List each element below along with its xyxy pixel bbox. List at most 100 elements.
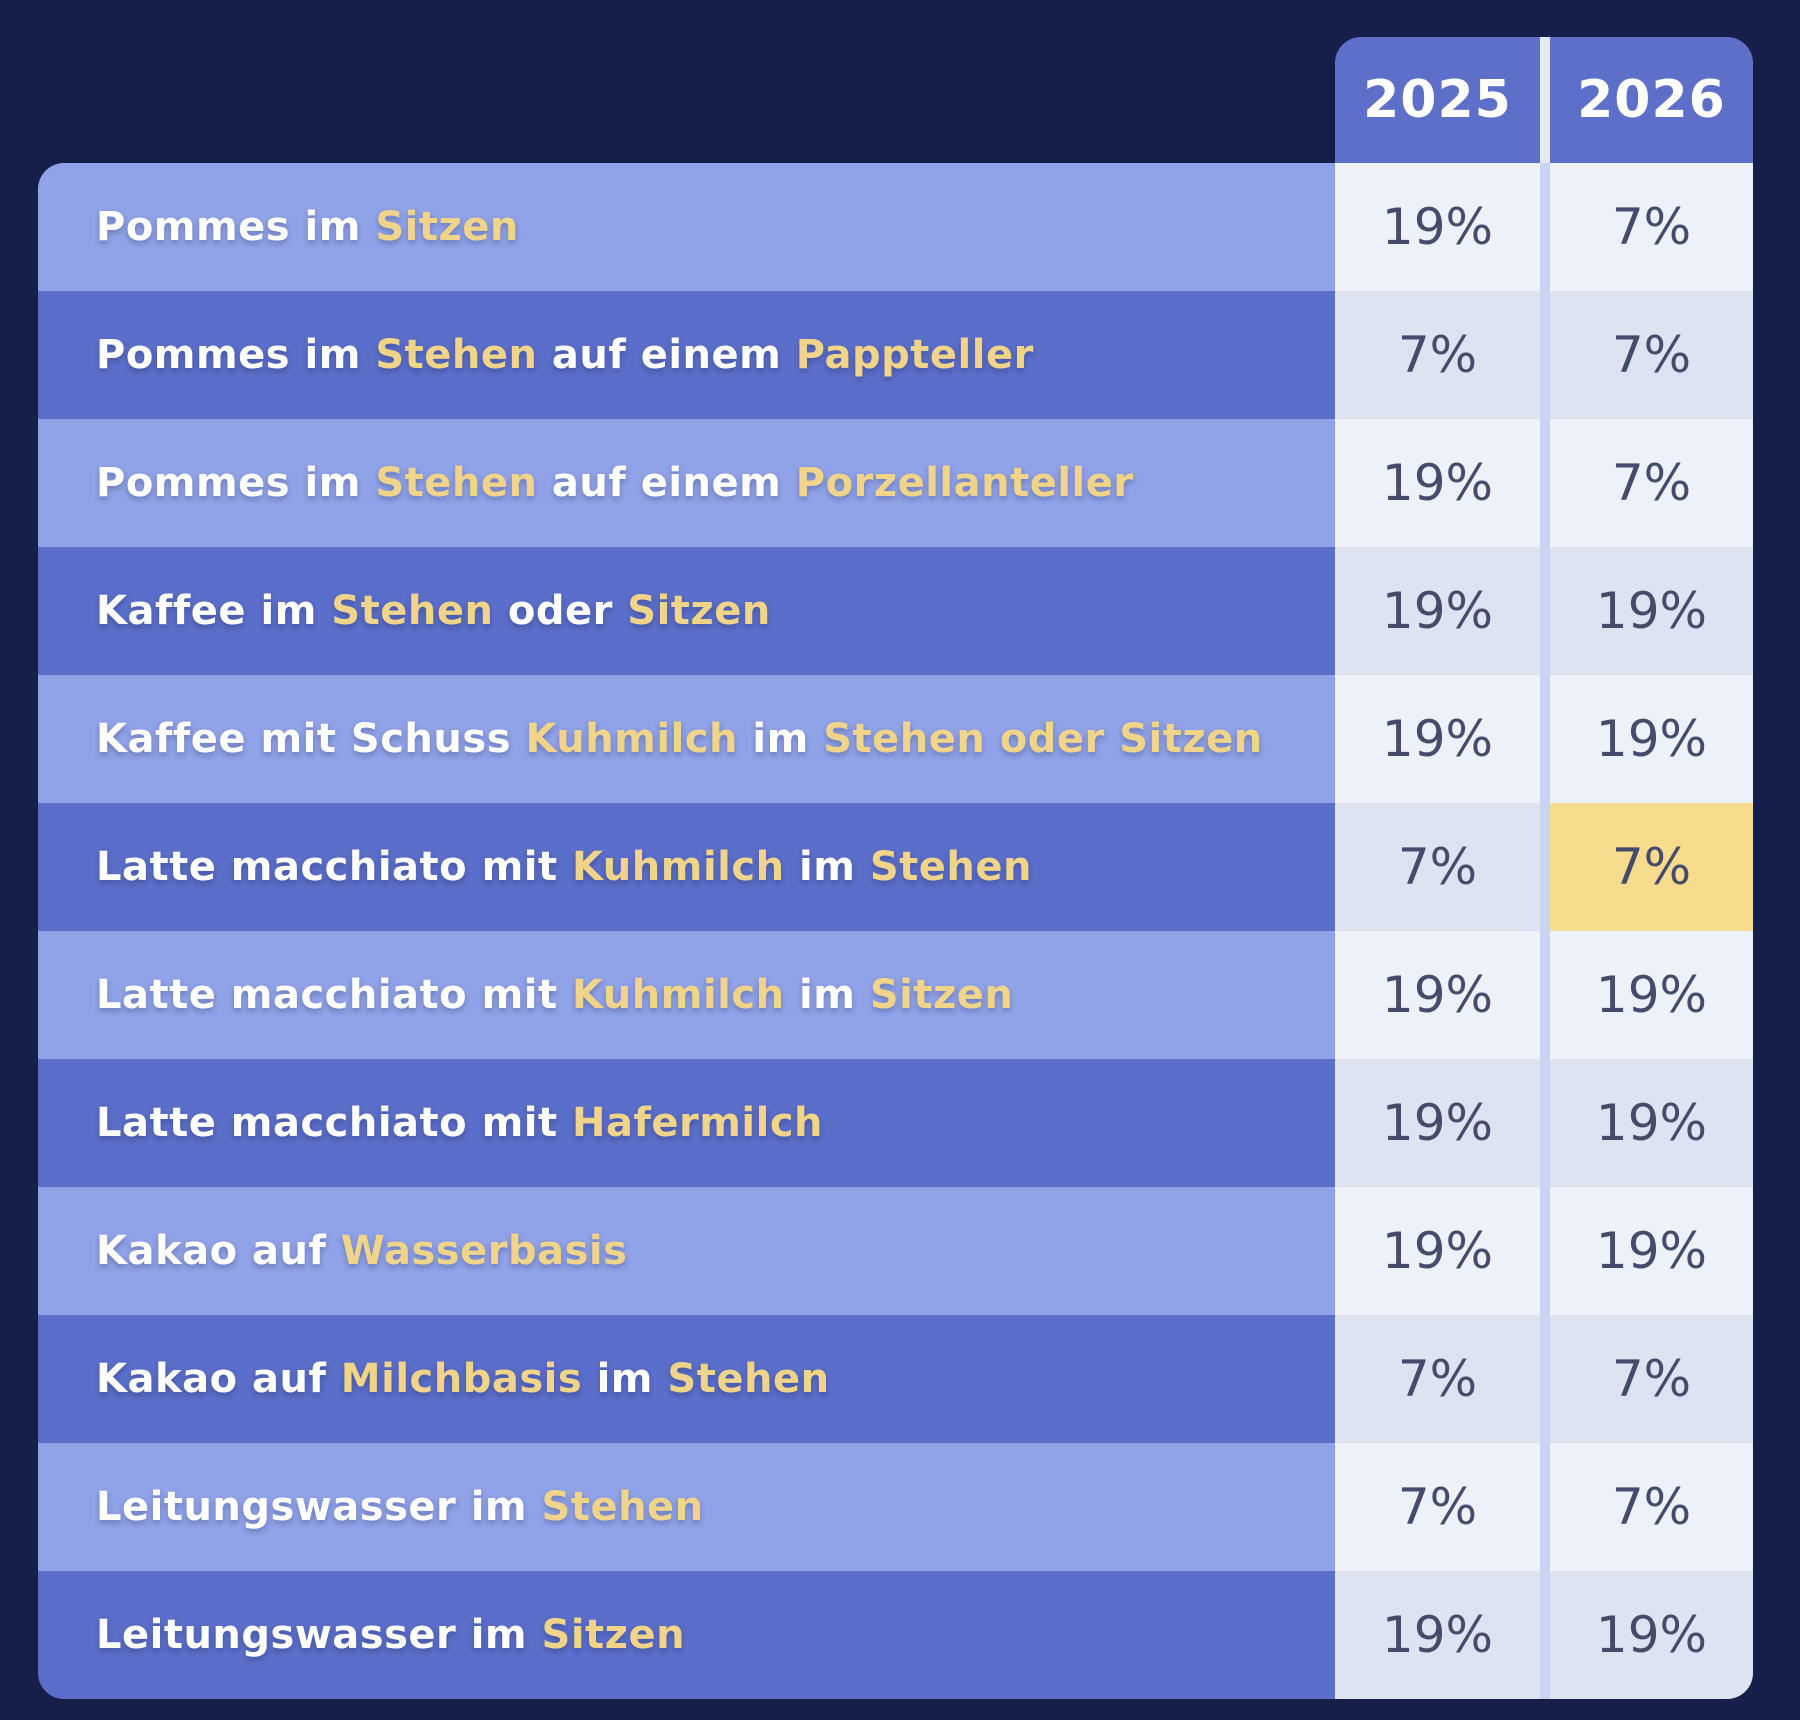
label-segment: Milchbasis — [340, 1356, 583, 1402]
label-segment: Wasserbasis — [340, 1228, 628, 1274]
label-segment: Leitungswasser im — [96, 1612, 542, 1658]
label-segment: Kaffee im — [96, 588, 332, 634]
column-divider — [1540, 931, 1550, 1059]
label-segment: Sitzen — [627, 588, 771, 634]
value-cell-2025: 19% — [1335, 1187, 1540, 1315]
column-divider — [1540, 163, 1550, 291]
tax-rate-table: 2025 2026 Pommes im Sitzen 19% 7% Pommes… — [38, 37, 1753, 1699]
row-label: Latte macchiato mit Hafermilch — [38, 1059, 1335, 1187]
label-segment: auf einem — [537, 460, 796, 506]
value-cell-2026: 19% — [1550, 1571, 1753, 1699]
value-cell-2025: 19% — [1335, 419, 1540, 547]
label-segment: Sitzen — [541, 1612, 686, 1658]
value-2026: 19% — [1595, 1094, 1708, 1152]
label-segment: Stehen oder Sitzen — [823, 716, 1263, 762]
value-2025: 7% — [1397, 838, 1478, 896]
value-2026: 19% — [1595, 1222, 1708, 1280]
value-cell-2025: 19% — [1335, 931, 1540, 1059]
row-label: Leitungswasser im Stehen — [38, 1443, 1335, 1571]
value-2025: 19% — [1381, 1606, 1494, 1664]
row-label: Kaffee mit Schuss Kuhmilch im Stehen ode… — [38, 675, 1335, 803]
value-2026: 7% — [1611, 198, 1692, 256]
column-divider — [1540, 1187, 1550, 1315]
value-cell-2026: 7% — [1550, 291, 1753, 419]
label-segment: Latte macchiato mit — [96, 972, 573, 1018]
label-segment: Porzellanteller — [795, 460, 1134, 506]
value-cell-2026: 7% — [1550, 803, 1753, 931]
label-segment: Kuhmilch — [572, 972, 785, 1018]
label-segment: Latte macchiato mit — [96, 1100, 573, 1146]
label-segment: oder — [493, 588, 628, 634]
label-segment: Sitzen — [869, 972, 1014, 1018]
value-2026: 7% — [1611, 1478, 1692, 1536]
value-2025: 19% — [1381, 582, 1494, 640]
value-cell-2025: 19% — [1335, 1571, 1540, 1699]
column-divider — [1540, 1315, 1550, 1443]
label-segment: Stehen — [541, 1484, 704, 1530]
label-segment: Pommes im — [96, 460, 376, 506]
column-divider — [1540, 547, 1550, 675]
value-cell-2026: 19% — [1550, 547, 1753, 675]
value-cell-2025: 19% — [1335, 1059, 1540, 1187]
value-2025: 19% — [1381, 454, 1494, 512]
value-cell-2025: 7% — [1335, 1443, 1540, 1571]
value-2026: 19% — [1595, 1606, 1708, 1664]
value-2026: 19% — [1595, 710, 1708, 768]
value-cell-2025: 19% — [1335, 163, 1540, 291]
value-cell-2026: 19% — [1550, 1187, 1753, 1315]
label-segment: im — [784, 972, 870, 1018]
label-segment: Stehen — [375, 460, 538, 506]
value-2025: 7% — [1397, 1478, 1478, 1536]
row-label: Kaffee im Stehen oder Sitzen — [38, 547, 1335, 675]
value-cell-2025: 7% — [1335, 803, 1540, 931]
value-cell-2026: 7% — [1550, 1443, 1753, 1571]
value-cell-2026: 7% — [1550, 163, 1753, 291]
value-2025: 19% — [1381, 966, 1494, 1024]
column-header-2026-label: 2026 — [1577, 70, 1726, 130]
value-cell-2026: 19% — [1550, 675, 1753, 803]
label-segment: Stehen — [375, 332, 538, 378]
label-segment: Kuhmilch — [525, 716, 738, 762]
value-2025: 19% — [1381, 1222, 1494, 1280]
row-label: Leitungswasser im Sitzen — [38, 1571, 1335, 1699]
column-divider — [1540, 1059, 1550, 1187]
label-segment: Leitungswasser im — [96, 1484, 542, 1530]
label-segment: Kakao auf — [96, 1228, 341, 1274]
column-header-2026: 2026 — [1550, 37, 1753, 163]
value-cell-2025: 7% — [1335, 291, 1540, 419]
value-2026: 7% — [1611, 1350, 1692, 1408]
column-divider — [1540, 419, 1550, 547]
row-label: Pommes im Stehen auf einem Porzellantell… — [38, 419, 1335, 547]
value-2026: 19% — [1595, 966, 1708, 1024]
row-label: Pommes im Sitzen — [38, 163, 1335, 291]
value-2025: 7% — [1397, 326, 1478, 384]
label-segment: im — [784, 844, 870, 890]
header-spacer — [38, 37, 1335, 163]
value-cell-2026: 7% — [1550, 419, 1753, 547]
label-segment: Stehen — [331, 588, 494, 634]
value-cell-2026: 7% — [1550, 1315, 1753, 1443]
value-2026: 7% — [1611, 326, 1692, 384]
header-column-divider — [1540, 37, 1550, 163]
value-cell-2025: 7% — [1335, 1315, 1540, 1443]
column-divider — [1540, 675, 1550, 803]
row-label: Latte macchiato mit Kuhmilch im Stehen — [38, 803, 1335, 931]
row-label: Kakao auf Milchbasis im Stehen — [38, 1315, 1335, 1443]
label-segment: Stehen — [667, 1356, 830, 1402]
row-label: Latte macchiato mit Kuhmilch im Sitzen — [38, 931, 1335, 1059]
label-segment: auf einem — [537, 332, 796, 378]
value-cell-2025: 19% — [1335, 675, 1540, 803]
value-2025: 19% — [1381, 198, 1494, 256]
label-segment: im — [582, 1356, 668, 1402]
value-2025: 19% — [1381, 710, 1494, 768]
value-cell-2025: 19% — [1335, 547, 1540, 675]
label-segment: Kakao auf — [96, 1356, 341, 1402]
column-header-2025: 2025 — [1335, 37, 1540, 163]
label-segment: Kaffee mit Schuss — [96, 716, 526, 762]
label-segment: Kuhmilch — [572, 844, 785, 890]
label-segment: Sitzen — [375, 204, 519, 250]
column-divider — [1540, 291, 1550, 419]
row-label: Kakao auf Wasserbasis — [38, 1187, 1335, 1315]
label-segment: im — [737, 716, 824, 762]
